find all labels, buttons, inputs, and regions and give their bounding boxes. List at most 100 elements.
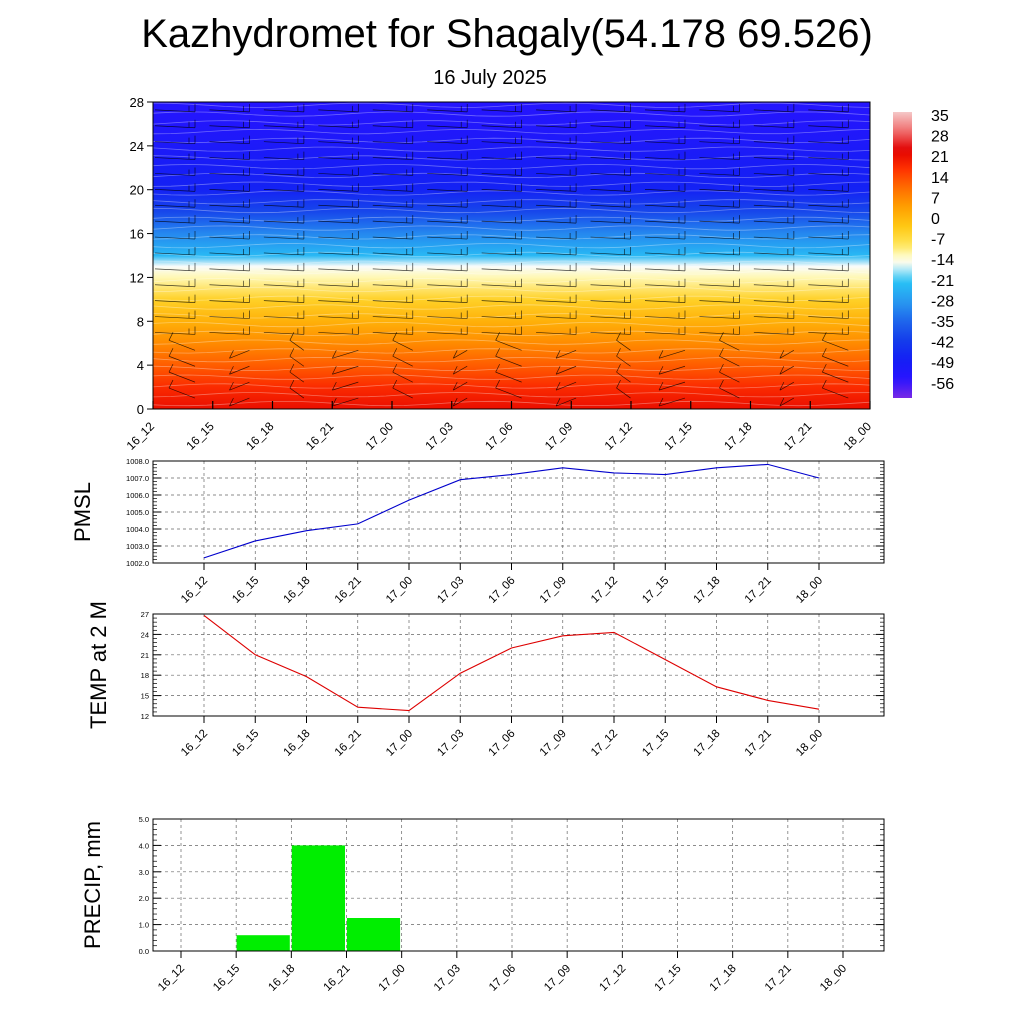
wind-barb bbox=[699, 278, 740, 288]
wind-barb bbox=[590, 231, 631, 240]
y-tick-label: 27 bbox=[141, 610, 149, 619]
wind-barb bbox=[590, 215, 631, 224]
heatmap-y-tick-label: 16 bbox=[130, 227, 144, 242]
heatmap-y-tick-label: 8 bbox=[137, 314, 144, 329]
wind-barb bbox=[644, 151, 686, 160]
wind-barb bbox=[808, 167, 849, 176]
wind-barb bbox=[427, 294, 468, 303]
wind-barb bbox=[555, 350, 577, 359]
heatmap-y-tick-label: 20 bbox=[130, 183, 144, 198]
y-tick-label: 2.0 bbox=[139, 894, 149, 903]
wind-barb bbox=[808, 119, 849, 129]
heatmap-x-tick-label: 16_15 bbox=[183, 419, 217, 453]
wind-barb bbox=[154, 326, 196, 335]
wind-barb bbox=[699, 262, 740, 272]
y-tick-label: 1008.0 bbox=[126, 457, 149, 466]
wind-barb bbox=[644, 326, 686, 335]
wind-barb bbox=[452, 397, 468, 407]
wind-barb bbox=[753, 278, 795, 288]
colorbar-label: -21 bbox=[931, 273, 954, 290]
wind-barb bbox=[536, 167, 577, 176]
wind-barb bbox=[481, 167, 523, 176]
wind-barb bbox=[481, 231, 523, 240]
chart-title: Kazhydromet for Shagaly(54.178 69.526) bbox=[141, 12, 873, 56]
wind-barb bbox=[753, 294, 795, 303]
wind-barb bbox=[427, 199, 468, 208]
wind-barb bbox=[263, 262, 305, 272]
temp-line bbox=[203, 614, 820, 712]
wind-barb bbox=[229, 397, 250, 407]
wind-barb bbox=[536, 231, 577, 240]
heatmap-x-tick-label: 17_18 bbox=[721, 419, 755, 453]
wind-barb bbox=[154, 231, 196, 240]
colorbar-label: -14 bbox=[931, 252, 954, 269]
wind-barb bbox=[590, 167, 631, 176]
wind-barb bbox=[318, 135, 359, 145]
wind-barb bbox=[372, 310, 414, 319]
wind-barb bbox=[168, 348, 196, 367]
wind-barb bbox=[392, 348, 413, 367]
wind-barb bbox=[263, 167, 305, 176]
wind-barb bbox=[452, 350, 468, 359]
x-tick-label: 17_15 bbox=[653, 963, 684, 994]
wind-barb bbox=[209, 167, 250, 176]
wind-barb bbox=[318, 151, 359, 160]
x-tick-label: 17_21 bbox=[763, 963, 794, 994]
wind-barb bbox=[481, 278, 523, 288]
wind-barb bbox=[229, 381, 250, 391]
colorbar-label: -49 bbox=[931, 355, 954, 372]
wind-barb bbox=[263, 119, 305, 129]
wind-barb bbox=[555, 381, 577, 391]
wind-barb bbox=[699, 310, 740, 319]
x-tick-label: 17_18 bbox=[692, 575, 723, 606]
wind-barb bbox=[481, 151, 523, 160]
wind-barb bbox=[644, 262, 686, 272]
wind-barb bbox=[616, 363, 631, 383]
wind-barb bbox=[209, 199, 250, 208]
wind-barb bbox=[154, 310, 196, 319]
colorbar-label: 21 bbox=[931, 149, 949, 166]
x-tick-label: 17_00 bbox=[377, 963, 408, 994]
wind-barb bbox=[699, 119, 740, 129]
x-tick-label: 16_18 bbox=[282, 728, 313, 759]
y-tick-label: 24 bbox=[141, 630, 149, 639]
x-tick-label: 17_06 bbox=[487, 963, 518, 994]
wind-barb bbox=[821, 379, 849, 399]
wind-barb bbox=[332, 397, 359, 407]
wind-barb bbox=[590, 135, 631, 145]
colorbar-label: 28 bbox=[931, 129, 949, 146]
wind-barb bbox=[590, 294, 631, 303]
y-axis-label: TEMP at 2 M bbox=[86, 601, 111, 729]
wind-barb bbox=[372, 215, 414, 224]
x-tick-label: 16_18 bbox=[282, 575, 313, 606]
wind-barb bbox=[616, 379, 631, 399]
wind-barb bbox=[753, 183, 795, 192]
chart-subtitle: 16 July 2025 bbox=[433, 67, 546, 89]
wind-barb bbox=[808, 246, 849, 256]
wind-barb bbox=[263, 310, 305, 319]
wind-barb bbox=[808, 199, 849, 208]
panel-frame bbox=[152, 818, 885, 952]
colorbar-label: -56 bbox=[931, 376, 954, 393]
wind-barb bbox=[229, 350, 250, 359]
wind-barb bbox=[318, 103, 359, 113]
colorbar-label: 14 bbox=[931, 170, 949, 187]
heatmap-x-tick-label: 17_12 bbox=[602, 419, 636, 453]
wind-barb bbox=[536, 183, 577, 192]
wind-barb bbox=[209, 278, 250, 288]
wind-barb bbox=[481, 294, 523, 303]
x-tick-label: 17_15 bbox=[640, 728, 671, 759]
wind-barb bbox=[779, 397, 795, 407]
precip-panel: 0.0 1.0 2.0 3.0 4.0 5.0 16_12 16_15 16_18 16_21 17… bbox=[80, 815, 885, 994]
x-tick-label: 17_12 bbox=[589, 575, 620, 606]
y-tick-label: 1.0 bbox=[139, 921, 149, 930]
wind-barb bbox=[779, 381, 795, 391]
wind-barb bbox=[427, 183, 468, 192]
wind-barb bbox=[821, 348, 849, 367]
wind-barb bbox=[209, 135, 250, 145]
pmsl-line bbox=[203, 463, 820, 559]
wind-barb bbox=[536, 135, 577, 145]
wind-barb bbox=[427, 119, 468, 129]
wind-barb bbox=[427, 310, 468, 319]
